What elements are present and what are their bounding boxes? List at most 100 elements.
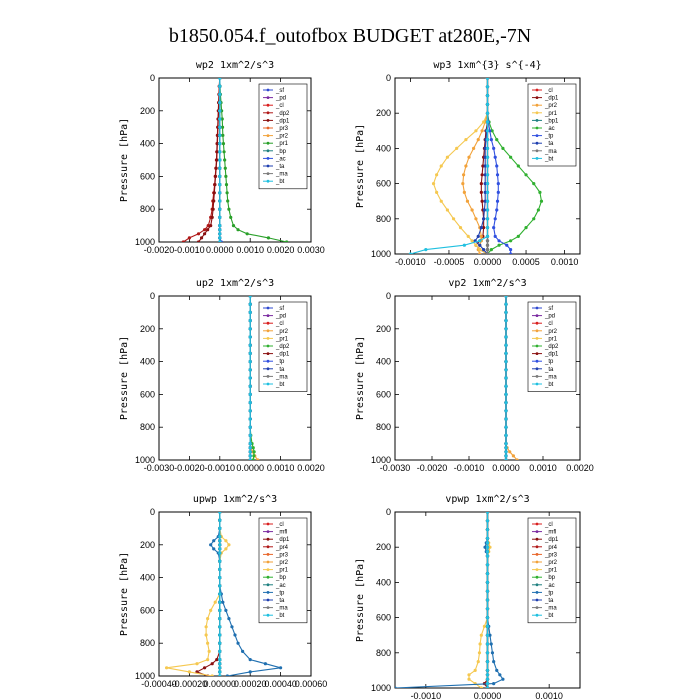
series-line-dp2 (183, 78, 221, 242)
data-point (485, 624, 490, 629)
y-tick-label: 800 (140, 204, 155, 214)
legend-label: _cl (544, 321, 553, 327)
data-point (445, 208, 450, 212)
data-point (455, 146, 459, 150)
legend-label: _dp1 (544, 352, 559, 358)
x-tick-label: -0.0010 (411, 691, 442, 700)
legend-marker (266, 537, 270, 541)
panel-title: wp2 1xm^2/s^3 (196, 60, 274, 71)
legend-label: _ac (544, 583, 555, 589)
data-point (435, 173, 439, 177)
legend-marker (266, 321, 270, 325)
data-point (488, 545, 492, 549)
legend-marker (535, 545, 539, 549)
x-tick-label: 0.0000 (206, 245, 234, 255)
legend: _sf _pd_cl _dp2_dp1 _pr3 _pr2_pr1 _bp_ac _ta _m… (258, 83, 308, 190)
data-point (218, 224, 222, 228)
data-point (248, 327, 252, 331)
data-point (485, 545, 490, 549)
x-tick-label: 0.0000 (474, 691, 502, 700)
legend-marker (266, 329, 270, 333)
data-point (489, 642, 493, 646)
data-point (458, 226, 463, 230)
data-point (224, 547, 228, 551)
panel-4: vp2 1xm^2/s^3 Pressure [hPa] 0 200 400 600 800… (355, 278, 594, 473)
data-point (462, 243, 466, 247)
data-point (221, 133, 225, 137)
y-tick-label: 1000 (135, 237, 155, 247)
data-point (485, 607, 490, 611)
data-point (496, 182, 500, 186)
data-point (485, 234, 490, 238)
legend-marker (535, 522, 539, 526)
legend-label: _pr3 (544, 552, 558, 558)
y-tick-label: 200 (140, 106, 155, 116)
data-point (485, 580, 490, 585)
data-point (482, 226, 486, 230)
x-tick-label: 0.0010 (529, 463, 557, 473)
data-point (482, 120, 486, 124)
data-point (218, 526, 222, 531)
legend-label: _bt (544, 613, 554, 619)
legend-marker (266, 134, 270, 138)
legend-label: _ta (544, 367, 554, 373)
data-point (505, 243, 509, 247)
data-point (218, 150, 222, 154)
data-point (485, 536, 490, 541)
data-point (538, 190, 542, 194)
legend-marker (266, 613, 270, 617)
data-point (479, 182, 483, 186)
data-point (248, 392, 252, 396)
legend-marker (535, 537, 539, 541)
data-point (218, 207, 222, 211)
legend-marker (266, 522, 270, 526)
data-point (488, 633, 492, 637)
data-point (212, 199, 216, 203)
y-tick-label: 0 (386, 507, 391, 517)
panel-2: wp3 1xm^{3} s^{-4} Pressure [hPa] 0 200 400 6… (355, 60, 581, 267)
data-point (218, 584, 222, 588)
plot-frame (158, 511, 312, 677)
data-point (485, 111, 490, 115)
data-point (492, 660, 496, 664)
data-point (210, 215, 214, 219)
data-point (218, 240, 222, 242)
data-point (395, 686, 397, 688)
data-point (504, 417, 508, 421)
data-point (476, 234, 480, 238)
legend: _sf _pd_cl _pr2_pr1 _dp2 _dp1_tp _ta_ma _bt (527, 301, 577, 392)
data-point (222, 150, 226, 154)
data-point (485, 528, 490, 532)
data-point (251, 446, 255, 450)
data-point (212, 547, 216, 551)
legend-marker (535, 560, 539, 564)
data-point (474, 217, 478, 221)
data-point (504, 368, 508, 372)
legend-label: _pr2 (275, 560, 289, 566)
data-point (532, 182, 536, 186)
legend-label: _pr1 (275, 336, 289, 342)
legend-marker (266, 591, 270, 594)
data-point (236, 228, 240, 232)
data-point (252, 450, 256, 454)
data-point (212, 191, 216, 195)
y-tick-label: 200 (376, 108, 391, 118)
data-point (504, 392, 508, 396)
legend-label: _ma (275, 374, 288, 380)
data-point (218, 125, 222, 129)
data-point (504, 343, 508, 347)
legend-marker (266, 119, 270, 122)
data-point (536, 208, 540, 212)
legend-label: _dp1 (275, 537, 290, 543)
panel-title: up2 1xm^2/s^3 (196, 278, 274, 289)
data-point (532, 217, 536, 221)
legend-label: _dp2 (544, 344, 559, 350)
data-point (209, 608, 213, 613)
legend-label: _dp2 (275, 344, 290, 350)
data-point (480, 173, 484, 177)
data-point (252, 454, 256, 458)
data-point (218, 608, 222, 613)
legend-marker (535, 111, 539, 115)
data-point (504, 446, 508, 450)
data-point (218, 600, 222, 604)
